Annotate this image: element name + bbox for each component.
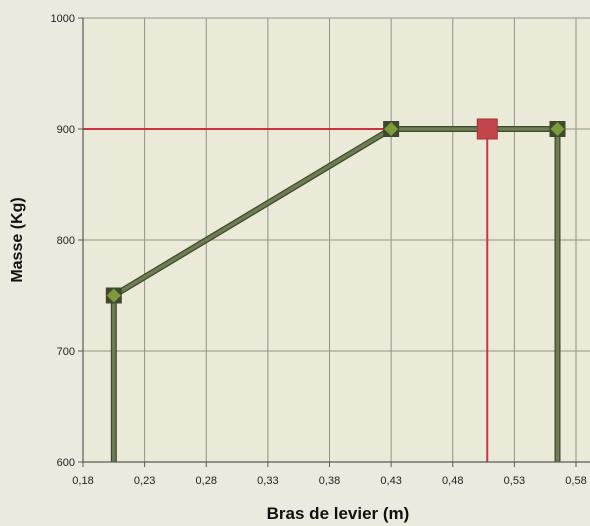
x-tick-label: 0,43 (380, 475, 401, 487)
y-tick-label: 600 (57, 457, 75, 469)
x-tick-label: 0,38 (319, 475, 340, 487)
reference-point (476, 118, 498, 140)
x-axis-title: Bras de levier (m) (267, 504, 410, 523)
data-point (105, 287, 122, 304)
x-tick-label: 0,28 (196, 475, 217, 487)
data-point (549, 121, 566, 137)
x-tick-label: 0,48 (442, 475, 463, 487)
x-tick-label: 0,58 (565, 475, 586, 487)
y-tick-label: 700 (57, 346, 75, 358)
tick-labels: 0,18 0,23 0,28 0,33 0,38 0,43 0,48 0,53 0,58 600 7… (51, 13, 587, 487)
x-tick-label: 0,53 (504, 475, 525, 487)
data-point-marker (550, 122, 565, 136)
y-axis-title: Masse (Kg) (9, 197, 26, 282)
y-tick-label: 900 (57, 124, 75, 136)
y-tick-label: 1000 (51, 13, 75, 25)
x-tick-label: 0,33 (257, 475, 278, 487)
data-point-marker (106, 288, 121, 303)
x-tick-label: 0,18 (72, 475, 93, 487)
y-tick-label: 800 (57, 235, 75, 247)
data-point-marker (384, 122, 399, 136)
markers (105, 118, 566, 304)
x-tick-label: 0,23 (134, 475, 155, 487)
data-point (383, 121, 400, 137)
